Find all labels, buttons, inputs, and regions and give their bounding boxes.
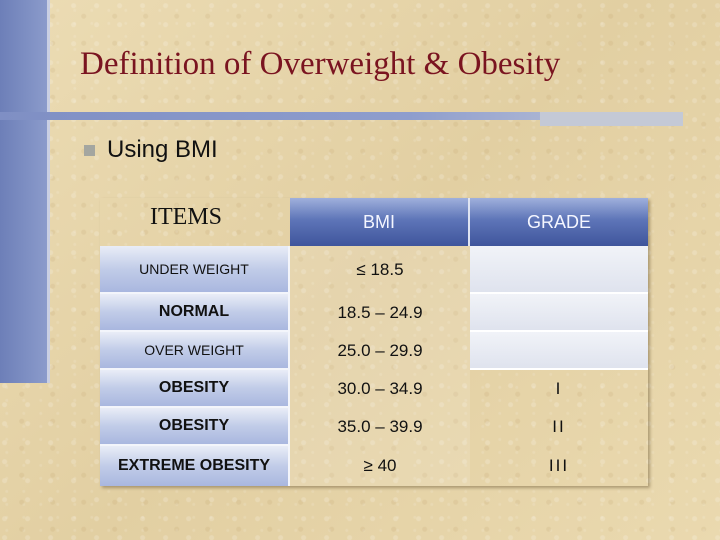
bmi-value: ≤ 18.5: [290, 246, 470, 294]
grade-column-header: GRADE: [470, 198, 648, 246]
grade-value: I: [555, 379, 563, 398]
grade-value: [470, 246, 648, 294]
bullet-item: Using BMI: [84, 136, 218, 164]
grade-value: [470, 294, 648, 332]
item-extreme-obesity: EXTREME OBESITY: [100, 446, 290, 486]
bmi-value: ≥ 40: [290, 446, 470, 486]
grade-value: [470, 332, 648, 370]
bullet-square-icon: [84, 144, 95, 156]
item-normal: NORMAL: [100, 294, 290, 332]
grade-value: III: [548, 456, 570, 475]
bmi-table: BMI GRADE UNDER WEIGHT ≤ 18.5 NORMAL 18.…: [100, 198, 648, 486]
bmi-value: 18.5 – 24.9: [290, 294, 470, 332]
bmi-column-header: BMI: [290, 198, 470, 246]
bmi-value: 30.0 – 34.9: [290, 370, 470, 408]
bmi-value: 25.0 – 29.9: [290, 332, 470, 370]
item-obesity: OBESITY: [100, 370, 290, 408]
item-under-weight: UNDER WEIGHT: [100, 246, 290, 294]
item-obesity: OBESITY: [100, 408, 290, 446]
bullet-text: Using BMI: [107, 136, 218, 163]
bmi-value: 35.0 – 39.9: [290, 408, 470, 446]
items-column-header: ITEMS: [150, 204, 222, 230]
item-over-weight: OVER WEIGHT: [100, 332, 290, 370]
page-title: Definition of Overweight & Obesity: [80, 46, 561, 82]
left-accent-bar: [0, 0, 50, 383]
title-divider-end: [540, 112, 683, 126]
title-divider: [0, 112, 683, 120]
grade-value: II: [552, 417, 566, 436]
